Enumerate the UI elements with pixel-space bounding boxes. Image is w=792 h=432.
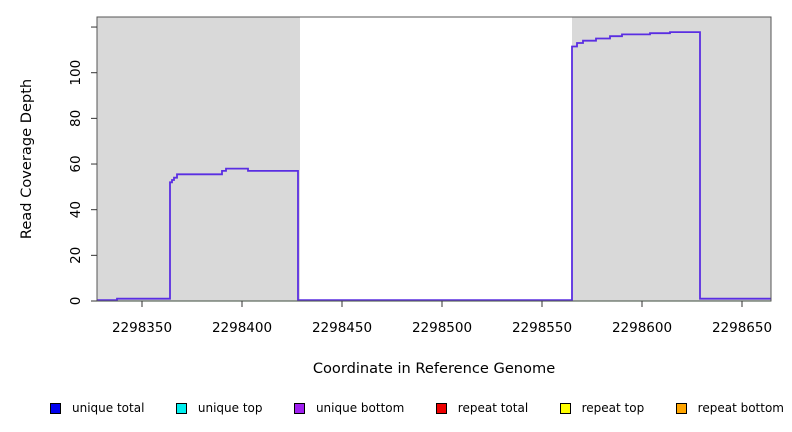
left-gray-band [97, 17, 300, 301]
y-axis-label: Read Coverage Depth [18, 79, 35, 239]
x-tick-label: 2298550 [512, 320, 572, 336]
plot-box [96, 16, 772, 302]
y-tick-label: 80 [68, 110, 84, 127]
legend-item-repeat-top: repeat top [559, 401, 645, 415]
y-tick-label: 40 [68, 201, 84, 218]
legend-item-unique-total: unique total [50, 401, 144, 415]
legend-label-repeat-top: repeat top [581, 401, 645, 415]
legend-swatch-unique-bottom [293, 402, 305, 414]
legend-label-unique-bottom: unique bottom [315, 401, 405, 415]
x-axis-label: Coordinate in Reference Genome [313, 360, 555, 377]
coverage-step-line [97, 31, 771, 301]
legend-swatch-unique-total [50, 402, 61, 414]
legend-label-repeat-bottom: repeat bottom [697, 401, 784, 415]
x-tick-label: 2298450 [312, 320, 372, 336]
right-gray-band [572, 17, 771, 301]
x-tick-label: 2298500 [412, 320, 472, 336]
y-tick-label: 100 [68, 60, 84, 86]
coverage-chart: 2298350 2298400 2298450 2298500 2298550 22986… [18, 16, 772, 377]
legend-item-repeat-bottom: repeat bottom [675, 401, 784, 415]
legend-item-unique-top: unique top [175, 401, 263, 415]
legend-swatch-unique-top [175, 402, 187, 414]
legend-swatch-repeat-total [435, 402, 447, 414]
legend-label-repeat-total: repeat total [457, 401, 529, 415]
legend-label-unique-total: unique total [72, 401, 145, 415]
legend-swatch-repeat-top [559, 402, 571, 414]
legend-label-unique-top: unique top [197, 401, 263, 415]
legend-item-unique-bottom: unique bottom [293, 401, 405, 415]
x-tick-label: 2298650 [712, 320, 772, 336]
x-tick-label: 2298600 [612, 320, 672, 336]
legend-item-repeat-total: repeat total [435, 401, 529, 415]
x-tick-label: 2298350 [112, 320, 172, 336]
y-tick-label: 60 [68, 155, 84, 172]
y-tick-label: 0 [68, 297, 84, 306]
legend-swatch-repeat-bottom [675, 402, 687, 414]
legend: unique total unique top unique bottom repea… [50, 397, 784, 419]
y-tick-label: 20 [68, 247, 84, 264]
x-tick-label: 2298400 [212, 320, 272, 336]
